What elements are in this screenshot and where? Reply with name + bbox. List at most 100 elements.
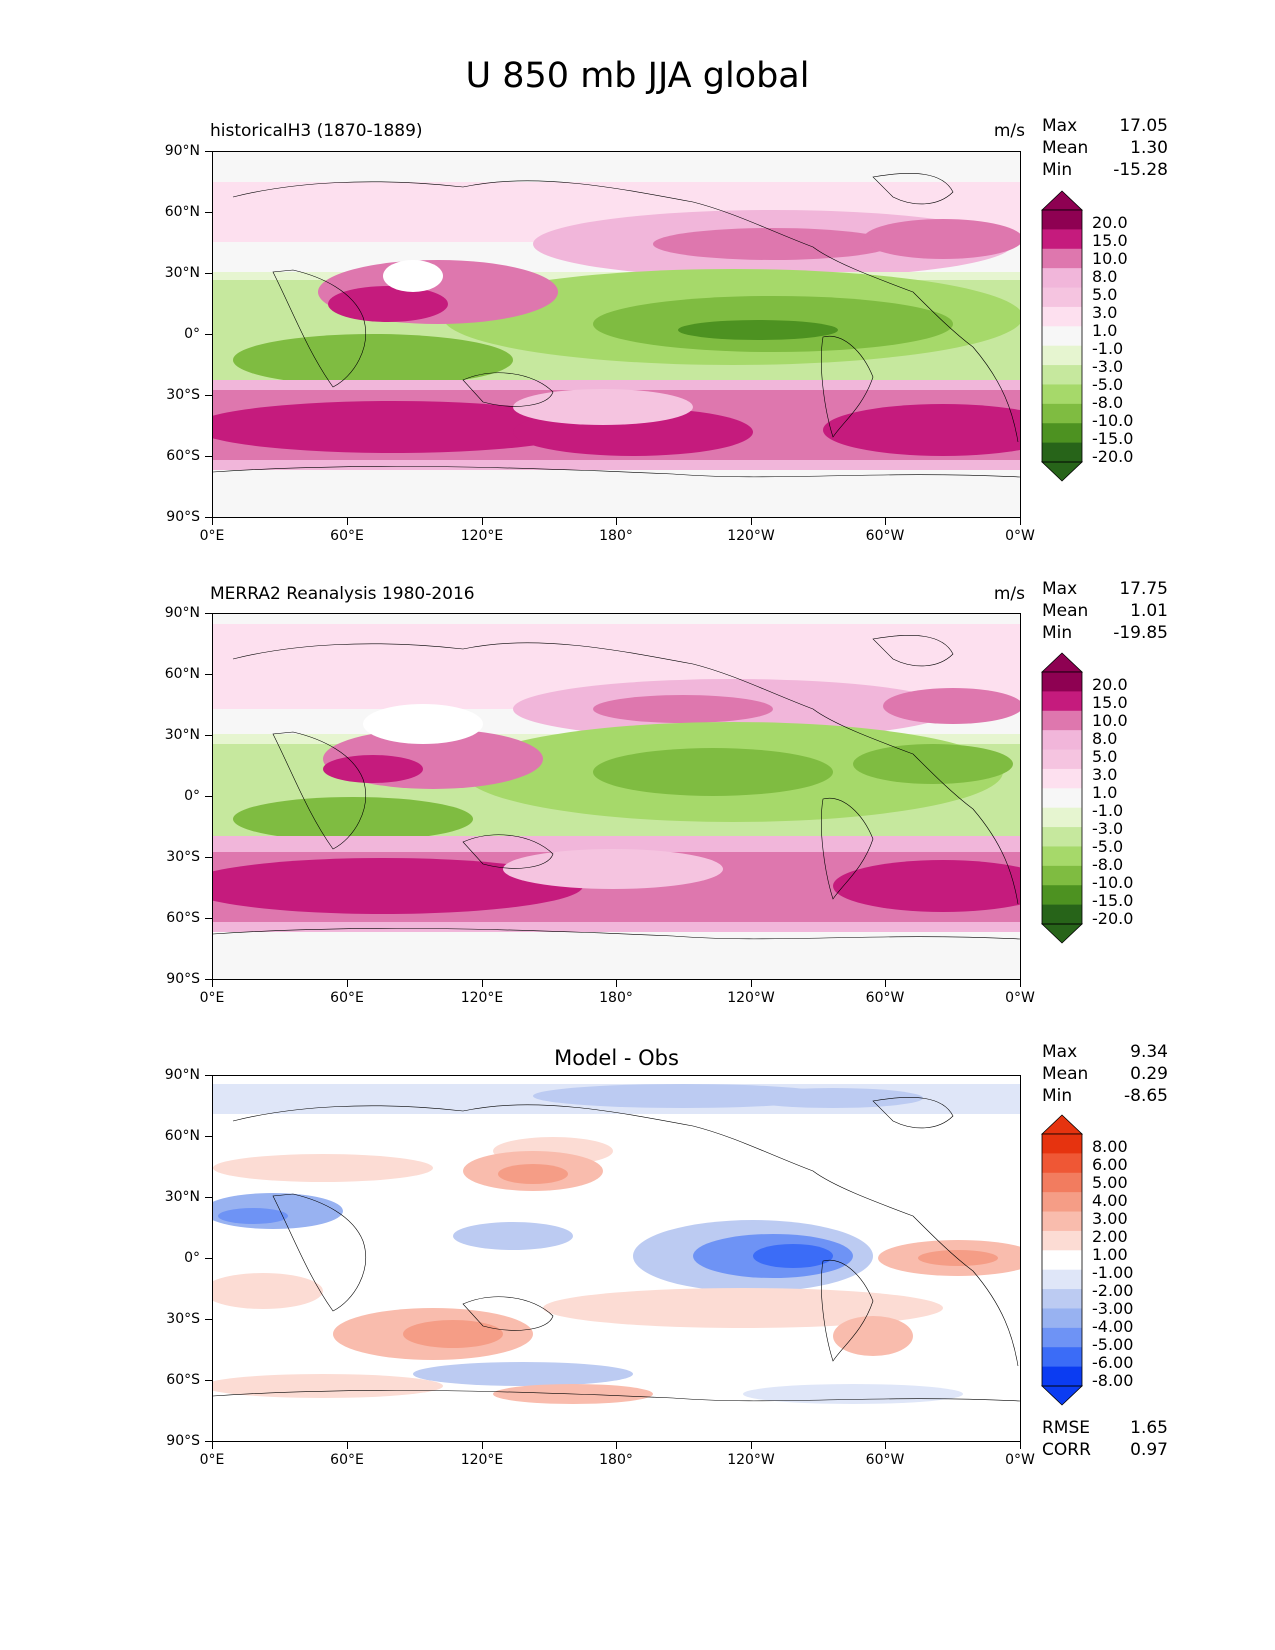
colorbar-label: -1.00 <box>1092 1263 1134 1282</box>
colorbar-graphic <box>1040 1114 1084 1406</box>
colorbar-segment <box>1042 1327 1082 1348</box>
y-tick <box>205 1136 212 1137</box>
map-band <box>213 1154 433 1182</box>
lat-tick-label: 30°N <box>164 727 200 743</box>
coastline <box>232 642 1019 905</box>
lat-tick-label: 0° <box>184 788 200 804</box>
contour-map <box>213 1076 1020 1441</box>
colorbar-label: -2.00 <box>1092 1281 1134 1300</box>
colorbar-label: -3.00 <box>1092 1299 1134 1318</box>
corr-value: 0.97 <box>1130 1440 1168 1460</box>
y-tick <box>205 979 212 980</box>
colorbar-label: 8.0 <box>1092 729 1118 748</box>
map-band <box>833 860 1020 912</box>
panel-title: Model - Obs <box>554 1046 679 1070</box>
colorbar-segment <box>1042 1269 1082 1290</box>
colorbar-label: -5.00 <box>1092 1335 1134 1354</box>
colorbar-extend-min <box>1040 923 1084 944</box>
map-band <box>593 695 773 723</box>
coastline <box>272 269 366 388</box>
lat-tick-label: 90°N <box>164 605 200 621</box>
lat-tick-label: 60°N <box>164 1128 200 1144</box>
map-band <box>403 1320 503 1348</box>
lat-tick-label: 90°N <box>164 1067 200 1083</box>
colorbar-segment <box>1042 384 1082 405</box>
stat-min-value: -19.85 <box>1113 623 1168 643</box>
colorbar-label: -3.0 <box>1092 819 1124 838</box>
stat-max-value: 17.75 <box>1119 579 1168 599</box>
colorbar-segment <box>1042 326 1082 347</box>
coastline <box>872 635 954 667</box>
colorbar-label: -5.0 <box>1092 837 1124 856</box>
x-tick <box>751 1442 752 1449</box>
colorbar-segment <box>1042 287 1082 308</box>
colorbar-label: -1.0 <box>1092 801 1124 820</box>
stat-max-value: 17.05 <box>1119 116 1168 136</box>
map-band <box>503 849 723 889</box>
map-band <box>453 1222 573 1250</box>
y-tick <box>205 212 212 213</box>
stat-min-label: Min <box>1042 1086 1073 1106</box>
map-band <box>413 1362 633 1386</box>
map-band <box>498 1164 568 1184</box>
lon-tick-label: 0°W <box>1005 528 1035 544</box>
lon-tick-label: 120°W <box>727 1452 775 1468</box>
lon-tick-label: 180° <box>599 528 633 544</box>
map-band <box>653 228 893 260</box>
map-band <box>218 1208 288 1224</box>
lat-tick-label: 90°S <box>166 1433 200 1449</box>
map-band <box>753 1244 833 1268</box>
figure-title: U 850 mb JJA global <box>465 56 810 96</box>
colorbar-segment <box>1042 710 1082 731</box>
colorbar-label: 1.00 <box>1092 1245 1128 1264</box>
colorbar-segment <box>1042 749 1082 770</box>
x-tick <box>885 980 886 987</box>
colorbar-segment <box>1042 345 1082 366</box>
colorbar-label: 1.0 <box>1092 783 1118 802</box>
lat-tick-label: 30°S <box>166 387 200 403</box>
map-frame <box>212 151 1021 518</box>
map-band <box>883 688 1020 724</box>
map-band <box>853 744 1013 784</box>
lon-tick-label: 60°W <box>865 1452 905 1468</box>
lon-tick-label: 120°E <box>460 528 504 544</box>
coastline <box>232 180 1019 443</box>
colorbar <box>1040 1114 1084 1406</box>
x-tick <box>885 518 886 525</box>
stat-min-value: -8.65 <box>1124 1086 1168 1106</box>
map-band <box>543 1288 943 1328</box>
stat-max-label: Max <box>1042 116 1078 136</box>
x-tick <box>1020 1442 1021 1449</box>
y-tick <box>205 273 212 274</box>
colorbar-label: 2.00 <box>1092 1227 1128 1246</box>
x-tick <box>616 1442 617 1449</box>
lat-tick-label: 30°N <box>164 265 200 281</box>
coastline <box>872 1097 954 1129</box>
units-label: m/s <box>993 121 1025 141</box>
map-band <box>743 1088 923 1108</box>
colorbar-segment <box>1042 1192 1082 1213</box>
colorbar-segment <box>1042 1153 1082 1174</box>
panel-title: MERRA2 Reanalysis 1980-2016 <box>210 584 475 604</box>
stat-max-value: 9.34 <box>1130 1042 1168 1062</box>
rmse-value: 1.65 <box>1130 1418 1168 1438</box>
coastline <box>272 1193 366 1312</box>
lon-tick-label: 60°E <box>330 990 364 1006</box>
map-band <box>213 401 593 453</box>
coastline <box>462 372 554 407</box>
colorbar-label: -20.0 <box>1092 909 1134 928</box>
lat-tick-label: 60°S <box>166 1372 200 1388</box>
x-tick <box>751 518 752 525</box>
colorbar-segment <box>1042 306 1082 327</box>
colorbar-label: -8.0 <box>1092 393 1124 412</box>
map-band <box>213 1374 443 1398</box>
y-tick <box>205 796 212 797</box>
map-band <box>678 320 838 340</box>
map-band <box>918 1250 998 1266</box>
colorbar-extend-max <box>1040 652 1084 673</box>
colorbar-label: 15.0 <box>1092 693 1128 712</box>
colorbar-label: -5.0 <box>1092 375 1124 394</box>
colorbar-segment <box>1042 904 1082 925</box>
lat-tick-label: 0° <box>184 326 200 342</box>
map-band <box>863 219 1020 259</box>
